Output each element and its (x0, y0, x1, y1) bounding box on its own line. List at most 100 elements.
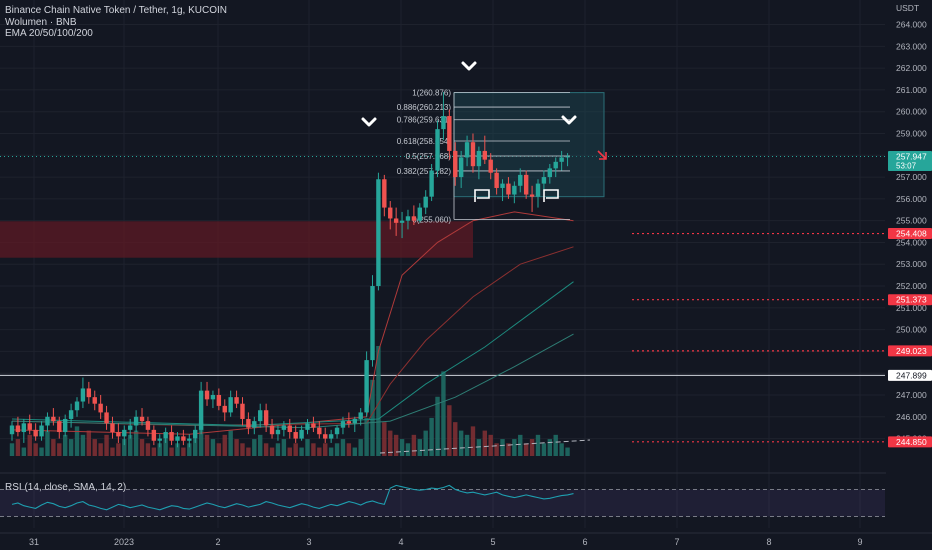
price-label-badge (888, 150, 932, 171)
rsi-pane: 80.0040.00 (0, 472, 932, 522)
candle-body (547, 168, 553, 178)
price-label-text: 249.023 (896, 346, 927, 356)
volume-bar (246, 447, 251, 456)
fibonacci-retracement[interactable]: 1(260.876) 0.886(260.213) 0.786(259.631) 0.… (397, 89, 605, 225)
volume-bar (399, 439, 405, 456)
candle-body (74, 401, 80, 411)
volume-bar (500, 439, 505, 456)
volume-legend[interactable]: Wolumen · BNB (5, 16, 77, 28)
candle-body (405, 216, 411, 221)
volume-bar (175, 443, 180, 456)
fib-level-label: 0.886(260.213) (397, 103, 452, 112)
symbol-title[interactable]: Binance Chain Native Token / Tether, 1g,… (5, 5, 227, 16)
price-tick-label: 264.000 (896, 20, 927, 30)
volume-bar (163, 439, 168, 456)
annotation-markers (361, 61, 607, 202)
candle-body (506, 183, 511, 195)
volume-bar (104, 434, 109, 456)
volume-bar (145, 443, 151, 456)
candle-body (275, 429, 281, 435)
fib-level-label: 1(260.876) (412, 89, 451, 98)
price-axis[interactable]: USDT 264.000 263.000 262.000 261.000 260.000 2… (886, 0, 932, 550)
candle-body (15, 425, 21, 433)
candle-body (423, 196, 428, 208)
candle-body (328, 434, 334, 439)
candle-body (352, 418, 357, 424)
candle-body (198, 390, 204, 430)
candle-body (222, 405, 227, 413)
candle-body (234, 397, 239, 404)
candle-body (441, 116, 446, 130)
candle-body (523, 174, 529, 195)
chevron-down-icon (561, 115, 577, 125)
candle-body (122, 429, 127, 437)
price-tick-label: 263.000 (896, 41, 927, 51)
candle-body (494, 172, 499, 188)
chart-legend: Binance Chain Native Token / Tether, 1g,… (5, 5, 227, 40)
volume-bar (512, 439, 517, 456)
flag-icon (543, 189, 559, 202)
volume-bar (110, 447, 115, 456)
candle-body (68, 410, 74, 419)
candle-body (529, 194, 535, 197)
candle-body (92, 397, 97, 404)
time-axis[interactable]: 31 2023 2 3 4 5 6 7 8 9 (0, 532, 932, 547)
price-tick-label: 247.000 (896, 390, 927, 400)
rsi-legend[interactable]: RSI (14, close, SMA, 14, 2) (5, 482, 127, 493)
volume-bar (541, 443, 547, 456)
time-tick-label: 6 (582, 537, 587, 547)
volume-bar (441, 371, 446, 456)
volume-bar (68, 439, 74, 456)
candle-body (382, 179, 387, 208)
price-tick-label: 255.000 (896, 216, 927, 226)
candle-body (98, 403, 103, 413)
volume-bar (33, 443, 38, 456)
candle-body (364, 360, 369, 413)
volume-bar (133, 430, 139, 456)
volume-bar (435, 396, 440, 456)
volume-bar (80, 434, 86, 456)
candle-body (553, 161, 558, 169)
rsi-band (0, 489, 885, 517)
candle-body (163, 432, 168, 439)
candle-body (500, 183, 505, 188)
time-tick-label: 4 (398, 537, 403, 547)
volume-bar (151, 447, 157, 456)
candle-body (393, 218, 399, 223)
arrow-down-right-icon (597, 150, 607, 160)
volume-bar (240, 443, 245, 456)
fib-level-label: 0.382(257.282) (397, 167, 452, 176)
candle-body (228, 397, 233, 413)
candle-body (411, 216, 417, 221)
volume-bar (234, 439, 239, 456)
volume-bar (98, 443, 103, 456)
candle-body (187, 438, 192, 441)
volume-bar (559, 443, 564, 456)
volume-bar (216, 443, 222, 456)
volume-bar (565, 447, 570, 456)
candle-body (240, 403, 245, 419)
volume-bar (39, 447, 44, 456)
candle-body (157, 438, 162, 441)
candle-body (429, 170, 434, 197)
candle-body (482, 150, 487, 160)
candle-body (435, 129, 440, 171)
candle-body (287, 425, 292, 433)
volume-bar (45, 430, 50, 456)
time-tick-label: 31 (29, 537, 39, 547)
candle-body (311, 423, 316, 428)
ema-legend[interactable]: EMA 20/50/100/200 (5, 28, 93, 39)
volume-bar (482, 430, 487, 456)
volume-bar (323, 443, 328, 456)
price-label-text: 247.899 (896, 370, 927, 380)
candle-body (246, 418, 251, 428)
candle-body (340, 421, 346, 428)
volume-bar (275, 443, 281, 456)
candle-body (104, 412, 109, 424)
volume-bar (340, 439, 346, 456)
volume-bar (382, 422, 387, 456)
price-tick-label: 254.000 (896, 237, 927, 247)
price-label-badge (888, 228, 932, 240)
volume-bar (518, 434, 523, 456)
